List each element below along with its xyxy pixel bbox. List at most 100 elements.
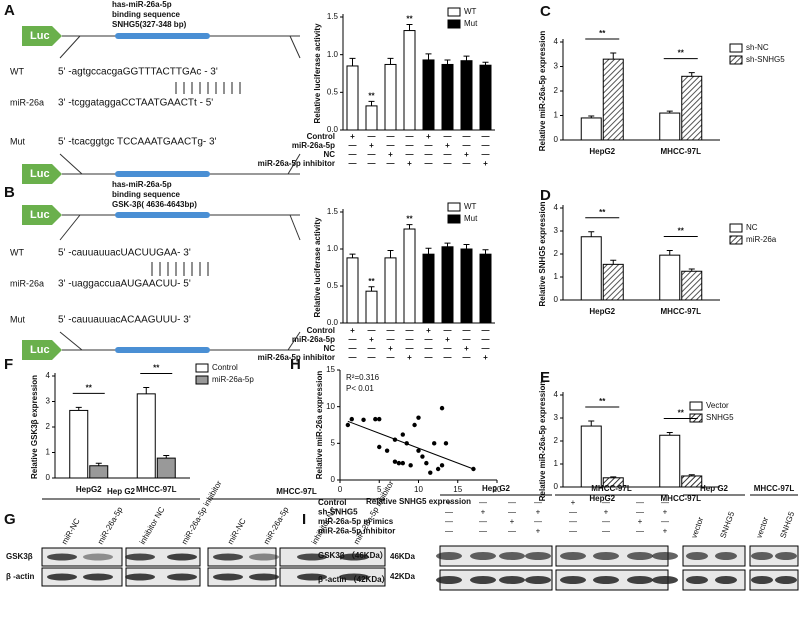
band: [125, 573, 155, 581]
condition-sign: —: [661, 498, 669, 507]
point: [439, 405, 445, 411]
point: [432, 441, 437, 446]
x-tick-label: HepG2: [589, 307, 615, 316]
band: [775, 552, 797, 560]
error-bar: [368, 100, 375, 106]
connector: [287, 331, 301, 351]
band: [715, 576, 737, 584]
band: [167, 573, 197, 581]
legend-swatch: [447, 214, 461, 224]
point: [424, 460, 429, 466]
band: [436, 552, 462, 560]
connector: [59, 214, 81, 241]
bar: [136, 393, 156, 479]
legend-label: NC: [746, 223, 758, 232]
legend-label: Control: [212, 363, 238, 372]
y-axis-label: Relative luciferase activity: [313, 23, 322, 124]
binding-site: [115, 171, 210, 177]
panel-label: I: [302, 511, 306, 528]
error-bar: [688, 72, 695, 77]
point: [416, 448, 421, 453]
condition-sign: —: [406, 132, 414, 141]
condition-sign: —: [444, 344, 452, 353]
y-tick-label: 1: [554, 459, 559, 468]
bar: [580, 236, 602, 301]
panel-label: G: [4, 511, 16, 528]
band: [125, 553, 155, 561]
condition-sign: —: [661, 517, 669, 526]
condition-sign: —: [602, 527, 610, 536]
band: [751, 552, 773, 560]
bar: [580, 425, 602, 488]
condition-sign: —: [425, 141, 433, 150]
condition-sign: +: [369, 141, 374, 150]
luc-box: [22, 340, 62, 360]
condition-label: sh-SNHG5: [318, 508, 358, 517]
condition-sign: —: [482, 326, 490, 335]
significance: **: [678, 227, 685, 236]
y-tick-label: 3: [554, 413, 559, 422]
condition-sign: +: [464, 344, 469, 353]
blot-box: [682, 545, 746, 567]
y-tick-label: 2: [554, 436, 559, 445]
condition-sign: —: [444, 150, 452, 159]
diagram-b: Luc has-miR-26a-5p binding sequence GSK-…: [10, 180, 301, 360]
band: [686, 576, 708, 584]
condition-sign: —: [406, 344, 414, 353]
bar: [659, 254, 681, 301]
sequence: 5' -tcacggtgc TCCAAATGAACTg- 3': [58, 137, 217, 148]
y-tick-label: 10: [326, 402, 335, 411]
row-label: GSK3β: [6, 552, 33, 561]
bar: [403, 30, 416, 131]
band: [83, 553, 113, 561]
group-label: MHCC-97L: [591, 484, 632, 493]
significance: **: [599, 208, 606, 217]
point: [443, 441, 449, 446]
condition-sign: —: [425, 159, 433, 168]
condition-sign: —: [387, 141, 395, 150]
point: [412, 422, 417, 428]
band: [499, 552, 525, 560]
pairing: [175, 82, 241, 94]
condition-sign: +: [536, 508, 541, 517]
blot-box: [749, 545, 799, 567]
condition-sign: +: [369, 335, 374, 344]
blot-box: [41, 547, 123, 567]
luc-box: [22, 26, 62, 46]
legend-swatch: [729, 223, 743, 233]
condition-sign: +: [464, 150, 469, 159]
y-tick-label: 4: [554, 390, 559, 399]
error-bar: [666, 250, 673, 256]
y-tick-label: 0.5: [327, 281, 339, 290]
point: [384, 448, 390, 453]
condition-sign: +: [483, 353, 488, 362]
bar: [681, 270, 703, 301]
condition-sign: —: [406, 335, 414, 344]
x-tick-label: 15: [453, 485, 462, 494]
band: [470, 576, 496, 584]
point: [377, 444, 382, 450]
condition-sign: —: [406, 326, 414, 335]
condition-sign: —: [508, 508, 516, 517]
band: [249, 553, 279, 561]
band: [249, 573, 279, 581]
error-bar: [666, 110, 673, 114]
band: [47, 553, 77, 561]
bar: [403, 228, 416, 324]
y-tick-label: 0: [554, 295, 559, 304]
diagram-a: Luc has-miR-26a-5p binding sequence SNHG…: [10, 0, 301, 184]
bar: [89, 465, 109, 479]
y-axis-label: Relative luciferase activity: [313, 217, 322, 318]
sequence: 3' -uaggaccuaAUGAACUU- 5': [58, 279, 191, 290]
group-label: Hep G2: [482, 484, 511, 493]
group-label: Hep G2: [700, 484, 729, 493]
blot-box: [41, 567, 123, 587]
band: [715, 552, 737, 560]
significance: **: [678, 49, 685, 58]
point: [377, 416, 382, 422]
x-tick-label: HepG2: [76, 485, 102, 494]
bar: [384, 257, 397, 324]
x-tick-label: MHCC-97L: [661, 494, 702, 503]
legend-swatch: [195, 363, 209, 373]
connector: [59, 35, 81, 59]
